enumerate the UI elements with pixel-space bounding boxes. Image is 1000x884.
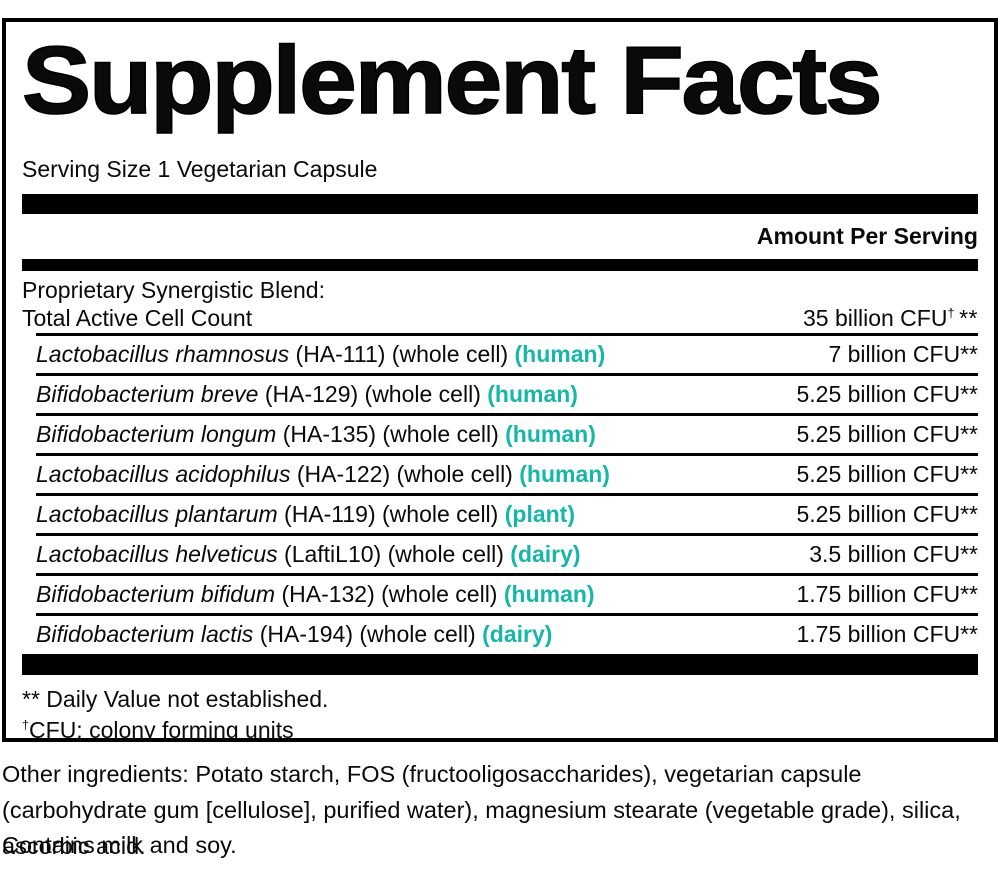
- ingredient-detail: (HA-194) (whole cell): [259, 621, 476, 648]
- ingredient-amount: 1.75 billion CFU**: [796, 581, 978, 608]
- ingredient-source: (human): [514, 341, 606, 368]
- row-separator: [36, 613, 978, 617]
- row-separator: [36, 493, 978, 497]
- ingredient-name: Lactobacillus helveticus: [36, 541, 278, 568]
- ingredient-detail: (HA-132) (whole cell): [281, 581, 498, 608]
- blend-label: Proprietary Synergistic Blend:: [22, 277, 325, 304]
- ingredient-detail: (HA-135) (whole cell): [282, 421, 499, 448]
- ingredient-source: (dairy): [482, 621, 553, 648]
- ingredient-name: Lactobacillus rhamnosus: [36, 341, 290, 368]
- row-separator: [36, 453, 978, 457]
- divider-bar-medium: [22, 259, 978, 272]
- total-amount-main: 35 billion CFU: [803, 304, 948, 331]
- ingredient-detail: (HA-119) (whole cell): [284, 501, 499, 528]
- total-amount: 35 billion CFU† **: [803, 305, 978, 332]
- footnotes: ** Daily Value not established. †CFU: co…: [22, 684, 978, 742]
- ingredient-row: Bifidobacterium longum (HA-135) (whole c…: [22, 416, 978, 453]
- allergen-statement: Contains milk and soy.: [2, 832, 237, 858]
- ingredient-source: (human): [505, 421, 596, 448]
- ingredient-amount: 5.25 billion CFU**: [796, 381, 978, 408]
- divider-bar-thick-top: [22, 194, 978, 215]
- ingredient-source: (human): [487, 381, 578, 408]
- total-cell-count-row: Total Active Cell Count 35 billion CFU† …: [22, 303, 978, 333]
- ingredient-name: Bifidobacterium longum: [36, 421, 277, 448]
- divider-bar-thick-bottom: [22, 654, 978, 676]
- ingredient-name: Bifidobacterium breve: [36, 381, 259, 408]
- ingredient-detail: (HA-111) (whole cell): [295, 341, 509, 368]
- other-ingredients-text: Other ingredients: Potato starch, FOS (f…: [2, 761, 961, 859]
- dagger-symbol: †: [947, 305, 955, 320]
- footnote-cfu-text: CFU: colony forming units: [29, 717, 294, 742]
- ingredient-amount: 5.25 billion CFU**: [796, 421, 978, 448]
- panel-title: Supplement Facts: [21, 27, 883, 134]
- ingredient-detail: (HA-129) (whole cell): [264, 381, 481, 408]
- ingredient-source: (dairy): [510, 541, 581, 568]
- row-separator: [36, 333, 978, 337]
- ingredient-amount: 5.25 billion CFU**: [796, 461, 978, 488]
- ingredient-name: Lactobacillus plantarum: [36, 501, 278, 528]
- ingredient-row: Lactobacillus helveticus (LaftiL10) (who…: [22, 536, 978, 573]
- ingredient-amount: 1.75 billion CFU**: [796, 621, 978, 648]
- row-separator: [36, 573, 978, 577]
- supplement-facts-panel: Supplement Facts Serving Size 1 Vegetari…: [2, 18, 998, 742]
- ingredient-source: (human): [503, 581, 595, 608]
- ingredient-row: Lactobacillus rhamnosus (HA-111) (whole …: [22, 336, 978, 373]
- ingredient-source: (plant): [504, 501, 575, 528]
- dagger-symbol: †: [22, 718, 30, 733]
- serving-size: Serving Size 1 Vegetarian Capsule: [22, 156, 378, 183]
- ingredient-row: Lactobacillus acidophilus (HA-122) (whol…: [22, 456, 978, 493]
- ingredient-amount: 5.25 billion CFU**: [796, 501, 978, 528]
- ingredient-name: Lactobacillus acidophilus: [36, 461, 291, 488]
- row-separator: [36, 413, 978, 417]
- ingredient-row: Bifidobacterium lactis (HA-194) (whole c…: [22, 616, 978, 653]
- ingredient-name: Bifidobacterium lactis: [36, 621, 254, 648]
- footnote-cfu: †CFU: colony forming units: [22, 715, 978, 742]
- total-amount-stars: **: [959, 304, 978, 331]
- amount-per-serving-header: Amount Per Serving: [756, 223, 978, 250]
- ingredient-name: Bifidobacterium bifidum: [36, 581, 276, 608]
- ingredient-row: Lactobacillus plantarum (HA-119) (whole …: [22, 496, 978, 533]
- ingredient-source: (human): [519, 461, 610, 488]
- row-separator: [36, 533, 978, 537]
- total-label: Total Active Cell Count: [22, 304, 253, 331]
- ingredient-amount: 3.5 billion CFU**: [809, 541, 978, 568]
- footnote-daily-value: ** Daily Value not established.: [22, 686, 329, 713]
- row-separator: [36, 373, 978, 377]
- ingredient-amount: 7 billion CFU**: [828, 341, 978, 368]
- ingredient-detail: (LaftiL10) (whole cell): [284, 541, 504, 568]
- ingredient-row: Bifidobacterium bifidum (HA-132) (whole …: [22, 576, 978, 613]
- ingredient-row: Bifidobacterium breve (HA-129) (whole ce…: [22, 376, 978, 413]
- ingredient-detail: (HA-122) (whole cell): [296, 461, 513, 488]
